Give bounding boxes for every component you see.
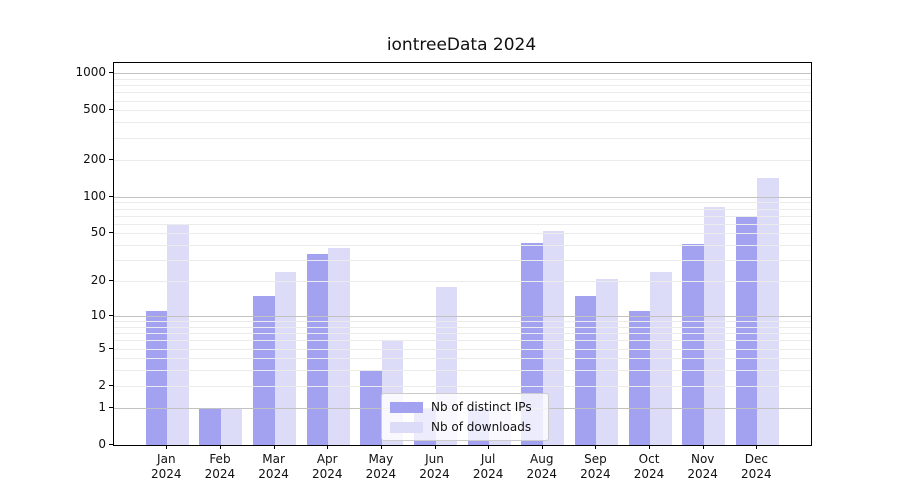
y-tick-label: 100	[83, 188, 106, 203]
minor-gridline	[114, 100, 811, 102]
x-tick-label: Apr 2024	[311, 452, 343, 481]
minor-gridline	[114, 208, 811, 210]
y-tick-label: 50	[90, 225, 106, 240]
minor-gridline	[114, 202, 811, 204]
legend: Nb of distinct IPs Nb of downloads	[381, 393, 549, 441]
y-tick-label: 2	[98, 377, 106, 392]
minor-gridline	[114, 85, 811, 87]
x-tick-mark	[702, 445, 704, 449]
minor-gridline	[114, 137, 811, 139]
minor-gridline	[114, 78, 811, 80]
x-tick-label: Mar 2024	[258, 452, 289, 481]
minor-gridline	[114, 159, 811, 161]
minor-gridline	[114, 340, 811, 342]
x-tick-label: Dec 2024	[741, 452, 772, 481]
y-tick-mark	[109, 444, 113, 445]
x-tick-mark	[273, 445, 275, 449]
legend-swatch-ips	[390, 401, 423, 413]
x-tick-label: Jul 2024	[472, 452, 504, 481]
bar-downloads-dec	[757, 177, 779, 445]
y-tick-label: 20	[90, 273, 106, 288]
y-tick-mark	[109, 72, 113, 74]
y-tick-label: 200	[83, 151, 106, 166]
minor-gridline	[114, 358, 811, 360]
legend-item: Nb of distinct IPs	[390, 399, 540, 415]
major-gridline	[114, 315, 811, 317]
bar-downloads-jan	[167, 223, 189, 445]
x-tick-mark	[488, 445, 490, 449]
y-tick-mark	[109, 347, 113, 349]
y-tick-mark	[109, 280, 113, 282]
y-tick-mark	[109, 406, 113, 408]
minor-gridline	[114, 260, 811, 262]
minor-gridline	[114, 122, 811, 124]
x-tick-label: Aug 2024	[526, 452, 558, 481]
minor-gridline	[114, 233, 811, 235]
x-tick-mark	[219, 445, 221, 449]
minor-gridline	[114, 223, 811, 225]
y-tick-mark	[109, 314, 113, 316]
bar-ips-nov	[682, 243, 704, 445]
y-tick-label: 500	[83, 102, 106, 117]
bar-ips-feb	[199, 407, 221, 445]
x-tick-label: Jun 2024	[419, 452, 450, 481]
minor-gridline	[114, 370, 811, 372]
major-gridline	[114, 73, 811, 75]
x-tick-mark	[166, 445, 168, 449]
y-tick-label: 1	[98, 399, 106, 414]
x-tick-mark	[380, 445, 382, 449]
minor-gridline	[114, 245, 811, 247]
legend-label: Nb of downloads	[431, 420, 532, 434]
x-tick-mark	[649, 445, 651, 449]
major-gridline	[114, 196, 811, 198]
bar-downloads-feb	[220, 407, 243, 445]
y-tick-mark	[109, 384, 113, 386]
minor-gridline	[114, 110, 811, 112]
bar-downloads-nov	[703, 206, 726, 445]
x-tick-label: Feb 2024	[204, 452, 236, 481]
x-tick-label: May 2024	[365, 452, 397, 481]
minor-gridline	[114, 92, 811, 94]
y-tick-label: 10	[90, 307, 106, 322]
plot-area	[113, 62, 812, 446]
legend-item: Nb of downloads	[390, 419, 540, 435]
legend-swatch-downloads	[390, 421, 423, 433]
minor-gridline	[114, 385, 811, 387]
x-tick-mark	[434, 445, 436, 449]
y-tick-mark	[109, 195, 113, 197]
chart-title: iontreeData 2024	[386, 35, 537, 55]
x-tick-label: Jan 2024	[151, 452, 182, 481]
minor-gridline	[114, 333, 811, 335]
x-tick-label: Sep 2024	[580, 452, 611, 481]
bar-ips-dec	[735, 217, 758, 445]
minor-gridline	[114, 326, 811, 328]
bar-ips-oct	[628, 311, 651, 445]
minor-gridline	[114, 281, 811, 283]
x-tick-label: Oct 2024	[633, 452, 665, 481]
y-tick-mark	[109, 232, 113, 234]
minor-gridline	[114, 215, 811, 217]
y-tick-mark	[109, 109, 113, 111]
y-tick-label: 0	[98, 437, 106, 451]
x-tick-label: Nov 2024	[687, 452, 718, 481]
x-tick-mark	[595, 445, 597, 449]
minor-gridline	[114, 348, 811, 350]
legend-label: Nb of distinct IPs	[431, 400, 532, 414]
y-tick-label: 5	[98, 340, 106, 355]
x-tick-mark	[327, 445, 329, 449]
x-tick-mark	[541, 445, 543, 449]
y-tick-label: 1000	[75, 65, 106, 80]
minor-gridline	[114, 321, 811, 323]
bar-downloads-sep	[596, 278, 618, 445]
y-tick-mark	[109, 158, 113, 160]
bar-downloads-aug	[542, 231, 565, 445]
x-tick-mark	[756, 445, 758, 449]
bar-downloads-apr	[328, 247, 350, 445]
bar-ips-jan	[145, 311, 168, 445]
